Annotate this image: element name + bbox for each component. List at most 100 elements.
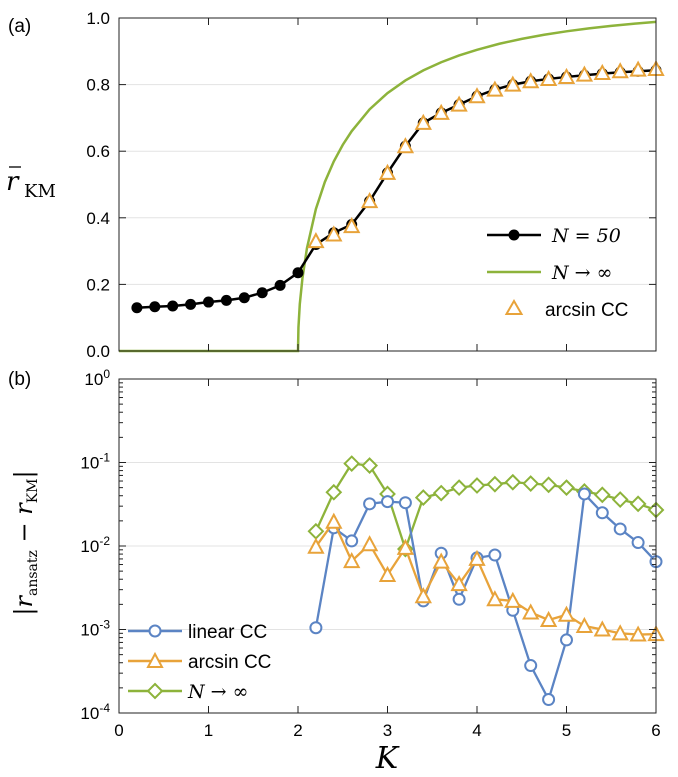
panel-b-series-0-point [560, 633, 573, 647]
panel-a-series-2-point [539, 69, 558, 86]
panel-b-series-2-point [558, 479, 575, 497]
panel-b-series [307, 455, 665, 707]
panel-b-series-1-point [593, 620, 611, 637]
panel-a-ytick-label: 0.4 [86, 209, 110, 228]
panel-b-series-0-point [577, 487, 591, 501]
panel-b-series-2-point [522, 475, 540, 492]
panel-b-series-1-point [504, 591, 522, 608]
panel-b-series-1-point [450, 574, 468, 592]
panel-b-series-2-point [325, 483, 343, 501]
panel-b-series-0-point [345, 534, 359, 548]
panel-b-ytick-label: 10-4 [80, 701, 110, 723]
panel-a-series-2-point [593, 63, 611, 80]
panel-a-ytick-label: 1.0 [86, 9, 110, 28]
panel-b-label: (b) [8, 369, 31, 390]
panel-b-series-1-point [629, 625, 647, 642]
panel-a-series-0-point [274, 279, 286, 291]
panel-b-series-1-line [314, 519, 657, 636]
panel-a: (a) r KM 0.0 0.2 0.4 0.6 0.8 1.0 N = 50 N → ∞… [6, 9, 665, 361]
panel-a-series-0-point [149, 301, 161, 313]
panel-b-gridlines [119, 462, 656, 630]
panel-a-series-2-point [629, 60, 647, 77]
panel-b-series-2-point [593, 486, 611, 504]
panel-b-series-1-point [414, 587, 432, 604]
panel-b-series-0-point [363, 497, 377, 511]
panel-a-series-2-point [378, 163, 397, 180]
panel-a-series-2-point [468, 87, 486, 104]
panel-b-series-0-point [381, 495, 394, 509]
svg-text:N → ∞: N → ∞ [187, 681, 248, 703]
panel-a-series-2-point [432, 103, 450, 120]
panel-b-xtick-label: 4 [472, 721, 481, 740]
panel-b-series-2-point [540, 476, 558, 494]
legend-a-n50-marker [508, 229, 520, 241]
panel-a-series-2-point [450, 95, 468, 112]
panel-b-series-2-point [450, 479, 468, 497]
panel-a-series [119, 20, 665, 353]
panel-b-series-1-point [360, 535, 379, 552]
panel-b: (b) |ransatz − rKM| 10-4 10-3 10-2 10-1 100 0… [8, 367, 665, 776]
panel-b-series-1-point [432, 552, 450, 569]
panel-b-series-2-point [468, 477, 486, 494]
panel-b-ytick-label: 100 [84, 367, 110, 389]
panel-b-series-1-point [575, 616, 594, 634]
panel-b-series-0-point [542, 693, 556, 707]
panel-b-series-0-point [452, 592, 466, 606]
panel-b-series-0-point [613, 522, 627, 536]
panel-b-series-1-point [486, 590, 504, 607]
svg-text:|ransatz − rKM|: |ransatz − rKM| [10, 470, 41, 615]
svg-text:N = 50: N = 50 [551, 225, 621, 247]
panel-b-ylabel: |ransatz − rKM| [10, 470, 41, 615]
panel-a-legend: N = 50 N → ∞ arcsin CC [487, 225, 628, 321]
panel-a-series-0-point [238, 292, 250, 304]
panel-b-series-0-line [314, 491, 657, 703]
panel-a-ticks: 0.0 0.2 0.4 0.6 0.8 1.0 [86, 9, 657, 361]
svg-text:r: r [6, 167, 20, 197]
panel-a-series-2-point [360, 192, 379, 209]
panel-b-series-1-point [557, 605, 576, 622]
svg-text:N → ∞: N → ∞ [551, 262, 612, 284]
panel-b-series-0-point [595, 506, 609, 520]
legend-b-linear-marker [148, 624, 162, 638]
panel-b-series-2-point [414, 489, 432, 507]
panel-b-xtick-label: 5 [562, 721, 571, 740]
panel-b-series-2-point [307, 522, 325, 540]
panel-a-series-2-point [307, 232, 325, 249]
panel-b-series-0-point [488, 548, 502, 562]
panel-a-ytick-label: 0.6 [86, 142, 110, 161]
panel-b-series-0-point [309, 621, 323, 635]
panel-a-series-2-point [575, 65, 594, 82]
panel-b-series-2-point [629, 495, 647, 513]
panel-a-series-2-point [486, 80, 504, 97]
panel-b-series-1-point [325, 512, 343, 529]
panel-a-series-0-point [292, 267, 304, 279]
panel-a-series-0-point [131, 302, 143, 314]
panel-b-series-1-point [307, 537, 325, 554]
panel-b-xtick-label: 3 [383, 721, 392, 740]
panel-b-series-0-point [398, 496, 412, 510]
panel-b-series-0-point [524, 659, 538, 673]
panel-a-series-2-point [611, 62, 629, 79]
panel-a-series-0-point [220, 294, 232, 306]
panel-b-series-2-point [343, 455, 361, 473]
panel-a-ytick-label: 0.0 [86, 342, 110, 361]
panel-b-series-1-point [539, 610, 558, 627]
panel-a-ytick-label: 0.8 [86, 76, 110, 95]
panel-b-xtick-label: 6 [651, 721, 660, 740]
panel-b-series-1-point [468, 549, 486, 566]
panel-a-series-2-point [325, 225, 343, 242]
panel-b-series-2-point [504, 473, 522, 491]
legend-b-ninf-marker [146, 682, 164, 700]
legend-b-arcsin-label: arcsin CC [188, 652, 271, 673]
panel-a-series-0-point [185, 298, 197, 310]
x-axis-label: K [375, 741, 400, 776]
panel-b-xtick-label: 0 [114, 721, 123, 740]
panel-a-series-2-point [414, 113, 432, 130]
panel-b-series-2-point [486, 475, 504, 493]
panel-b-series-0-point [631, 536, 645, 550]
legend-a-arcsin-marker [504, 298, 524, 315]
panel-a-ylabel: r KM [6, 166, 56, 202]
panel-a-series-2-point [557, 67, 576, 84]
panel-a-ytick-label: 0.2 [86, 275, 110, 294]
panel-a-series-0-point [256, 287, 268, 299]
